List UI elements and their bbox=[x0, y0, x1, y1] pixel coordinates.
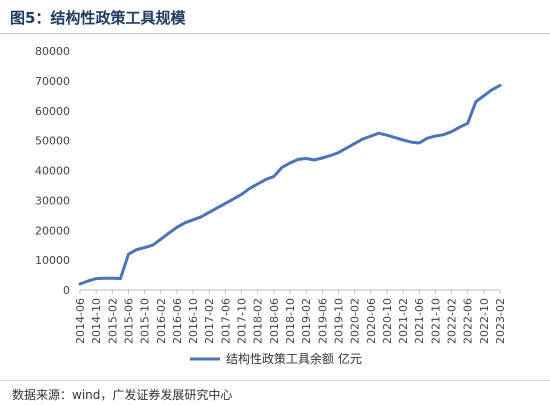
source-divider bbox=[0, 380, 550, 381]
x-tick-label: 2022-06 bbox=[462, 298, 475, 344]
x-tick-label: 2022-10 bbox=[478, 298, 491, 344]
x-tick-label: 2014-10 bbox=[90, 298, 103, 344]
figure-title-bar: 图5：结构性政策工具规模 bbox=[0, 0, 550, 34]
x-tick-label: 2019-10 bbox=[332, 298, 345, 344]
x-tick-label: 2018-06 bbox=[268, 298, 281, 344]
x-tick-label: 2018-10 bbox=[284, 298, 297, 344]
x-tick-label: 2015-02 bbox=[106, 298, 119, 344]
x-tick-label: 2021-10 bbox=[429, 298, 442, 344]
x-tick-label: 2015-06 bbox=[122, 298, 135, 344]
figure-title: 图5：结构性政策工具规模 bbox=[10, 9, 186, 27]
x-tick-label: 2021-06 bbox=[413, 298, 426, 344]
x-tick-label: 2016-10 bbox=[187, 298, 200, 344]
data-source-note: 数据来源：wind，广发证券发展研究中心 bbox=[12, 388, 233, 402]
x-tick-label: 2021-02 bbox=[397, 298, 410, 344]
x-tick-label: 2019-02 bbox=[300, 298, 313, 344]
series-line bbox=[78, 83, 502, 286]
y-tick-label: 50000 bbox=[35, 135, 70, 148]
x-tick-label: 2020-06 bbox=[365, 298, 378, 344]
x-tick-label: 2016-02 bbox=[155, 298, 168, 344]
x-tick-label: 2022-02 bbox=[446, 298, 459, 344]
y-tick-label: 20000 bbox=[35, 224, 70, 237]
y-tick-label: 10000 bbox=[35, 254, 70, 267]
x-tick-label: 2019-06 bbox=[316, 298, 329, 344]
y-tick-label: 30000 bbox=[35, 194, 70, 207]
x-tick-label: 2017-02 bbox=[203, 298, 216, 344]
title-divider bbox=[0, 33, 550, 34]
x-tick-label: 2015-10 bbox=[139, 298, 152, 344]
x-tick-label: 2020-10 bbox=[381, 298, 394, 344]
x-tick-label: 2017-10 bbox=[236, 298, 249, 344]
y-tick-label: 70000 bbox=[35, 75, 70, 88]
y-tick-label: 80000 bbox=[35, 45, 70, 58]
legend-label: 结构性政策工具余额 亿元 bbox=[226, 351, 362, 366]
y-tick-label: 0 bbox=[63, 284, 70, 297]
x-tick-label: 2020-02 bbox=[349, 298, 362, 344]
x-tick-label: 2014-06 bbox=[74, 298, 87, 344]
y-tick-label: 40000 bbox=[35, 165, 70, 178]
x-tick-label: 2017-06 bbox=[219, 298, 232, 344]
x-tick-label: 2023-02 bbox=[494, 298, 507, 344]
y-tick-label: 60000 bbox=[35, 105, 70, 118]
x-tick-label: 2018-02 bbox=[252, 298, 265, 344]
line-chart: 0 10000 20000 30000 40000 50000 60000 70000 8000… bbox=[35, 45, 507, 366]
x-tick-label: 2016-06 bbox=[171, 298, 184, 344]
